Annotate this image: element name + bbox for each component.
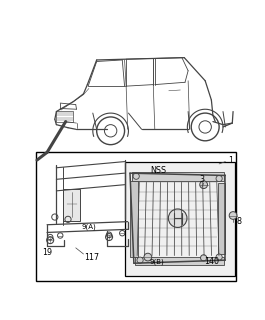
Circle shape: [201, 255, 207, 261]
Circle shape: [216, 254, 222, 260]
Bar: [218, 183, 225, 254]
Bar: [135, 257, 224, 265]
Text: 3: 3: [200, 175, 205, 184]
Text: 9(B): 9(B): [150, 259, 165, 265]
Circle shape: [137, 257, 143, 263]
Bar: [36, 152, 236, 281]
Text: 9(A): 9(A): [82, 224, 96, 230]
Bar: [131, 172, 224, 181]
Text: 140: 140: [204, 257, 219, 266]
Text: 19: 19: [42, 248, 52, 257]
Circle shape: [133, 173, 139, 179]
Circle shape: [168, 209, 187, 228]
Circle shape: [216, 175, 222, 182]
Bar: [63, 188, 80, 221]
Bar: [130, 181, 138, 257]
Text: 117: 117: [84, 253, 99, 262]
Text: NSS: NSS: [151, 166, 167, 175]
Bar: [125, 162, 235, 276]
Text: 1: 1: [228, 156, 233, 164]
Circle shape: [200, 181, 207, 188]
Bar: [56, 111, 73, 122]
Circle shape: [229, 212, 237, 219]
Circle shape: [144, 253, 152, 261]
Text: 8: 8: [236, 217, 241, 226]
